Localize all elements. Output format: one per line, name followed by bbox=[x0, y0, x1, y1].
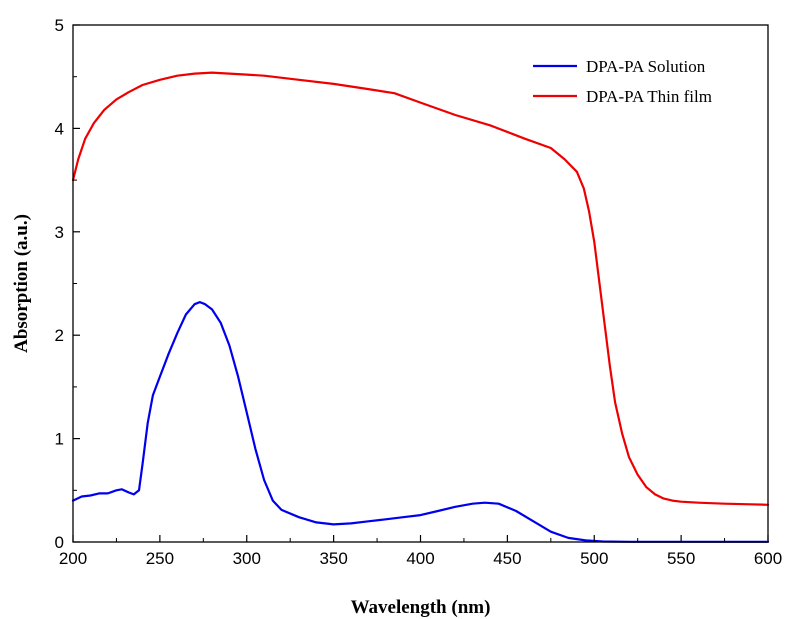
x-axis-title: Wavelength (nm) bbox=[351, 597, 491, 618]
y-axis-title: Absorption (a.u.) bbox=[11, 214, 32, 353]
series-line-solution bbox=[71, 301, 770, 543]
legend: DPA-PA Solution DPA-PA Thin film bbox=[533, 57, 712, 106]
x-tick-label: 600 bbox=[754, 549, 782, 568]
y-tick-label: 1 bbox=[55, 430, 64, 449]
x-tick-label: 400 bbox=[406, 549, 434, 568]
x-tick-label: 200 bbox=[59, 549, 87, 568]
x-tick-label: 350 bbox=[319, 549, 347, 568]
axes: 200 250 300 350 400 450 500 550 600 0 1 2 3 4 5 bbox=[55, 16, 783, 568]
x-tick-label: 250 bbox=[146, 549, 174, 568]
x-tick-label: 550 bbox=[667, 549, 695, 568]
y-tick-label: 0 bbox=[55, 533, 64, 552]
legend-label: DPA-PA Thin film bbox=[586, 87, 712, 106]
x-tick-label: 300 bbox=[233, 549, 261, 568]
x-tick-label: 500 bbox=[580, 549, 608, 568]
y-tick-label: 3 bbox=[55, 223, 64, 242]
x-tick-label: 450 bbox=[493, 549, 521, 568]
y-tick-label: 5 bbox=[55, 16, 64, 35]
y-tick-label: 4 bbox=[55, 119, 64, 138]
plot-area bbox=[71, 71, 770, 543]
series-line-thin-film bbox=[71, 71, 770, 506]
legend-label: DPA-PA Solution bbox=[586, 57, 706, 76]
y-tick-label: 2 bbox=[55, 326, 64, 345]
